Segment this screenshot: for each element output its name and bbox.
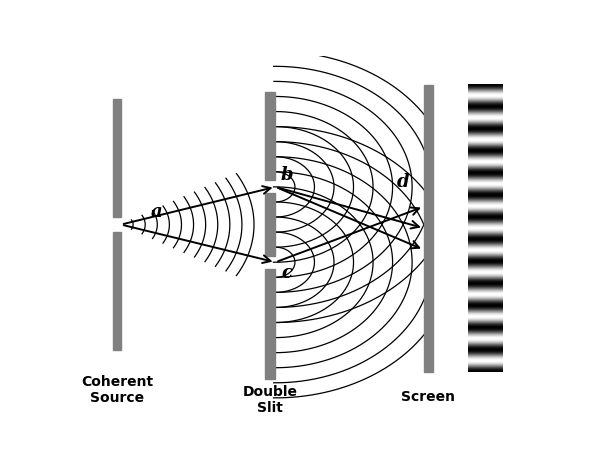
Bar	[265, 269, 275, 379]
Text: c: c	[281, 264, 292, 282]
Text: Coherent
Source: Coherent Source	[81, 375, 153, 405]
Bar	[113, 233, 121, 350]
Bar	[265, 193, 275, 256]
Bar	[265, 92, 275, 180]
Text: a: a	[151, 203, 162, 221]
Text: Double
Slit: Double Slit	[243, 385, 298, 416]
Bar	[424, 85, 433, 372]
Text: b: b	[280, 166, 293, 184]
Bar	[113, 99, 121, 217]
Text: d: d	[397, 173, 409, 191]
Text: Screen: Screen	[401, 390, 455, 404]
